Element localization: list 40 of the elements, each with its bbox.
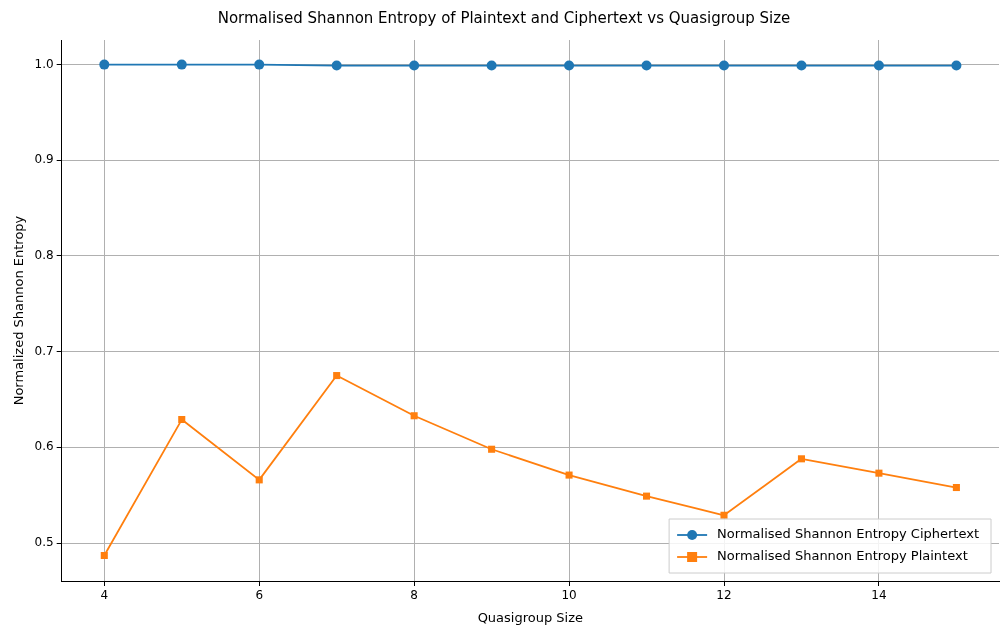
point — [719, 60, 729, 71]
point — [333, 372, 341, 380]
point — [564, 60, 575, 71]
y-tick-label: 0.7 — [34, 343, 54, 358]
point — [641, 60, 652, 71]
chart-title: Normalised Shannon Entropy of Plaintext and Ciphertext vs Quasigroup Size — [217, 8, 791, 27]
x-tick-label: 14 — [871, 588, 887, 603]
x-tick-label: 12 — [716, 588, 732, 603]
point — [565, 471, 573, 479]
legend-label: Normalised Shannon Entropy Plaintext — [717, 548, 968, 564]
point — [254, 59, 265, 70]
point — [331, 60, 342, 71]
point — [873, 60, 884, 71]
x-tick-label: 10 — [561, 588, 577, 603]
point — [255, 476, 263, 484]
x-tick-label: 6 — [255, 588, 264, 603]
y-axis-title: Normalized Shannon Entropy — [11, 215, 27, 406]
point — [410, 412, 418, 420]
point — [796, 60, 807, 71]
point — [100, 551, 108, 559]
point — [797, 455, 805, 463]
x-tick-label: 4 — [100, 588, 109, 603]
y-tick-label: 0.5 — [34, 535, 54, 550]
y-tick-label: 0.9 — [34, 152, 54, 167]
point — [99, 59, 110, 70]
point — [488, 445, 496, 453]
x-axis-title: Quasigroup Size — [477, 609, 584, 625]
y-tick-label: 1.0 — [34, 56, 54, 71]
y-tick-label: 0.6 — [34, 439, 54, 454]
point — [178, 416, 186, 424]
x-tick-label: 8 — [410, 588, 418, 603]
legend-label: Normalised Shannon Entropy Ciphertext — [717, 526, 980, 542]
point — [875, 469, 883, 477]
point — [951, 60, 962, 71]
point — [176, 59, 187, 70]
y-tick-label: 0.8 — [34, 248, 54, 263]
point — [409, 60, 420, 71]
point — [486, 60, 497, 71]
point — [952, 483, 960, 492]
point — [643, 492, 651, 500]
